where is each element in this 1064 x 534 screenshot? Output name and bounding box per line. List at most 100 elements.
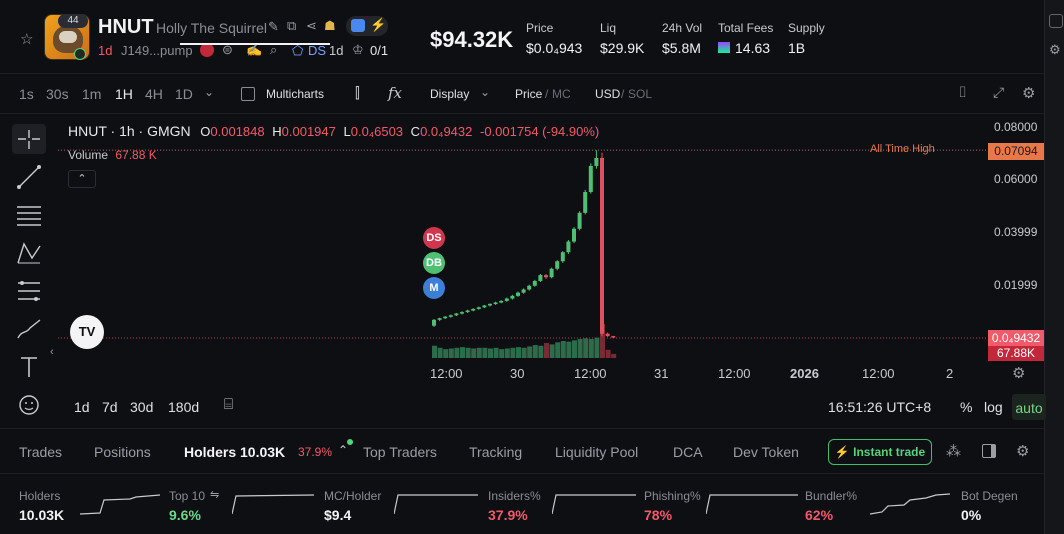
range-180d[interactable]: 180d	[168, 399, 200, 415]
candle-body	[488, 303, 492, 306]
edit-icon[interactable]: ✎	[268, 19, 279, 34]
tab-liquidity-pool[interactable]: Liquidity Pool	[555, 444, 639, 460]
camera-icon[interactable]: ⌷	[958, 84, 968, 101]
search-icon[interactable]: ⌕	[270, 42, 278, 57]
star-icon[interactable]: ☆	[20, 31, 34, 48]
instant-trade-button[interactable]: ⚡ Instant trade	[828, 439, 932, 465]
display-chevron-icon[interactable]: ⌄	[480, 85, 491, 99]
holders-chevron-icon[interactable]: ⌃	[338, 443, 349, 457]
candle-body	[583, 192, 588, 213]
volume-bar	[488, 348, 493, 358]
marker-db[interactable]: DB	[423, 252, 445, 274]
candle-body	[471, 308, 476, 311]
range-1d[interactable]: 1d	[74, 399, 90, 415]
market-cap: $94.32K	[430, 27, 514, 52]
text-tool[interactable]	[12, 352, 46, 382]
marker-m[interactable]: M	[423, 277, 445, 299]
note-icon[interactable]: ✍	[246, 42, 263, 57]
display-dropdown[interactable]: Display	[430, 87, 470, 101]
crosshair-tool[interactable]	[12, 124, 46, 154]
chart-canvas[interactable]	[58, 114, 1044, 426]
candle-body	[605, 333, 610, 337]
tabs-settings-icon[interactable]: ⚙	[1016, 443, 1030, 460]
tab-dca[interactable]: DCA	[673, 444, 703, 460]
tab-dev-token[interactable]: Dev Token	[733, 444, 799, 460]
log-toggle[interactable]: log	[984, 399, 1003, 415]
liq-value: $29.9K	[600, 40, 645, 56]
candle-body	[549, 268, 554, 278]
candle-body	[499, 300, 504, 303]
volume-legend: Volume 67.88 K	[68, 148, 157, 162]
tab-positions[interactable]: Positions	[94, 444, 151, 460]
axis-settings-icon[interactable]: ⚙	[1012, 365, 1026, 382]
stat-botdegen-label: Bot Degen	[961, 489, 1018, 503]
trendline-tool[interactable]	[12, 162, 46, 192]
range-30d[interactable]: 30d	[130, 399, 154, 415]
timeframe-1s[interactable]: 1s	[19, 86, 34, 102]
marker-ds[interactable]: DS	[423, 227, 445, 249]
chart-legend: HNUT · 1h · GMGN O0.001848 H0.001947 L0.…	[68, 123, 599, 139]
candle-body	[538, 275, 543, 281]
phishing-sparkline	[706, 494, 798, 515]
volume-bar	[560, 341, 566, 358]
time-tick-4: 31	[654, 366, 669, 381]
indicators-icon[interactable]: fx	[388, 84, 403, 102]
menu-icon[interactable]: ⊜	[222, 42, 233, 57]
solana-icon	[718, 42, 730, 53]
token-header: ☆ 44 HNUT Holly The Squirrel ✎ ⧉ ⋖ ☗ ⚡ 1…	[0, 0, 1044, 74]
settings-side-icon[interactable]: ⚙	[1049, 42, 1061, 57]
candle-body	[527, 285, 532, 290]
price-chart[interactable]: HNUT · 1h · GMGN O0.001848 H0.001947 L0.…	[58, 114, 1046, 426]
contract-address[interactable]: J149...pump	[121, 43, 193, 58]
timeframe-1h[interactable]: 1H	[115, 86, 133, 102]
collapse-tools-icon[interactable]: ‹	[50, 346, 54, 358]
date-range-icon[interactable]: ⌸	[224, 396, 234, 413]
tab-holders[interactable]: Holders 10.03K	[184, 444, 286, 460]
ath-price-tag: 0.07094	[988, 143, 1044, 160]
range-7d[interactable]: 7d	[102, 399, 118, 415]
sol-toggle[interactable]: SOL	[628, 87, 653, 101]
multicharts-checkbox[interactable]	[241, 87, 255, 101]
auto-toggle[interactable]: auto	[1012, 394, 1046, 420]
volume-bar	[521, 347, 527, 358]
crown-count: 0/1	[370, 43, 389, 58]
price-toggle[interactable]: Price	[515, 87, 543, 101]
token-age: 1d	[98, 43, 113, 58]
pattern-tool[interactable]	[12, 238, 46, 268]
trendline-icon	[17, 165, 41, 189]
percent-toggle[interactable]: %	[960, 399, 973, 415]
share-icon[interactable]: ⋖	[306, 18, 317, 33]
chevron-down-icon[interactable]: ⌄	[204, 85, 215, 99]
emoji-tool[interactable]	[12, 390, 46, 420]
brush-tool[interactable]	[12, 314, 46, 344]
fullscreen-icon[interactable]: ⤢	[993, 84, 1005, 100]
ds-label: DS	[308, 43, 327, 58]
timeframe-4h[interactable]: 4H	[145, 86, 163, 102]
tradingview-logo[interactable]: TV	[70, 315, 104, 349]
bubble-map-icon[interactable]: ⁂	[946, 443, 961, 460]
copy-icon[interactable]: ⧉	[287, 18, 297, 33]
mc-toggle[interactable]: MC	[552, 87, 571, 101]
multicharts-label[interactable]: Multicharts	[266, 87, 325, 101]
legend-collapse-button[interactable]: ⌃	[68, 170, 96, 188]
timeframe-1d[interactable]: 1D	[175, 86, 193, 102]
swap-icon[interactable]: ⇋	[210, 489, 220, 501]
dexscreener-icon: ⬠	[292, 43, 304, 58]
usd-toggle[interactable]: USD	[595, 87, 621, 101]
time-tick-5: 12:00	[718, 366, 751, 381]
candles-icon[interactable]: ⫿	[355, 85, 360, 102]
expand-panel-icon[interactable]	[1049, 14, 1063, 28]
timeframe-30s[interactable]: 30s	[46, 86, 69, 102]
tab-trades[interactable]: Trades	[19, 444, 63, 460]
timeframe-1m[interactable]: 1m	[82, 86, 102, 102]
utc-clock[interactable]: 16:51:26 UTC+8	[828, 399, 932, 415]
stat-mcholder-value: $9.4	[324, 507, 352, 523]
fib-tool[interactable]	[12, 200, 46, 230]
projection-tool[interactable]	[12, 276, 46, 306]
community-icon[interactable]: ☗	[324, 18, 336, 33]
split-view-icon[interactable]	[982, 444, 996, 458]
tab-top-traders[interactable]: Top Traders	[363, 444, 437, 460]
chart-settings-icon[interactable]: ⚙	[1022, 85, 1036, 102]
warning-icon	[200, 43, 214, 57]
tab-tracking[interactable]: Tracking	[469, 444, 523, 460]
